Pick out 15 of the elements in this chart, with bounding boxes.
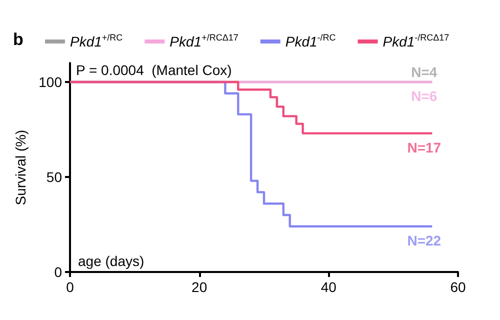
annotation: N=22 <box>407 232 442 248</box>
y-tick-label: 0 <box>54 264 62 280</box>
x-axis-title: age (days) <box>78 253 144 269</box>
x-tick-label: 40 <box>320 279 337 295</box>
x-tick-label: 0 <box>66 279 74 295</box>
y-tick-label: 50 <box>46 169 62 185</box>
y-axis-title: Survival (%) <box>12 130 29 206</box>
x-tick-label: 60 <box>450 279 466 295</box>
y-tick-label: 100 <box>38 74 62 90</box>
annotation: P = 0.0004 (Mantel Cox) <box>76 62 232 78</box>
chart-title: b <box>13 30 24 49</box>
annotation: N=4 <box>411 64 438 80</box>
x-tick-label: 20 <box>192 279 208 295</box>
annotation: N=17 <box>407 139 442 156</box>
annotation: N=6 <box>411 88 438 104</box>
